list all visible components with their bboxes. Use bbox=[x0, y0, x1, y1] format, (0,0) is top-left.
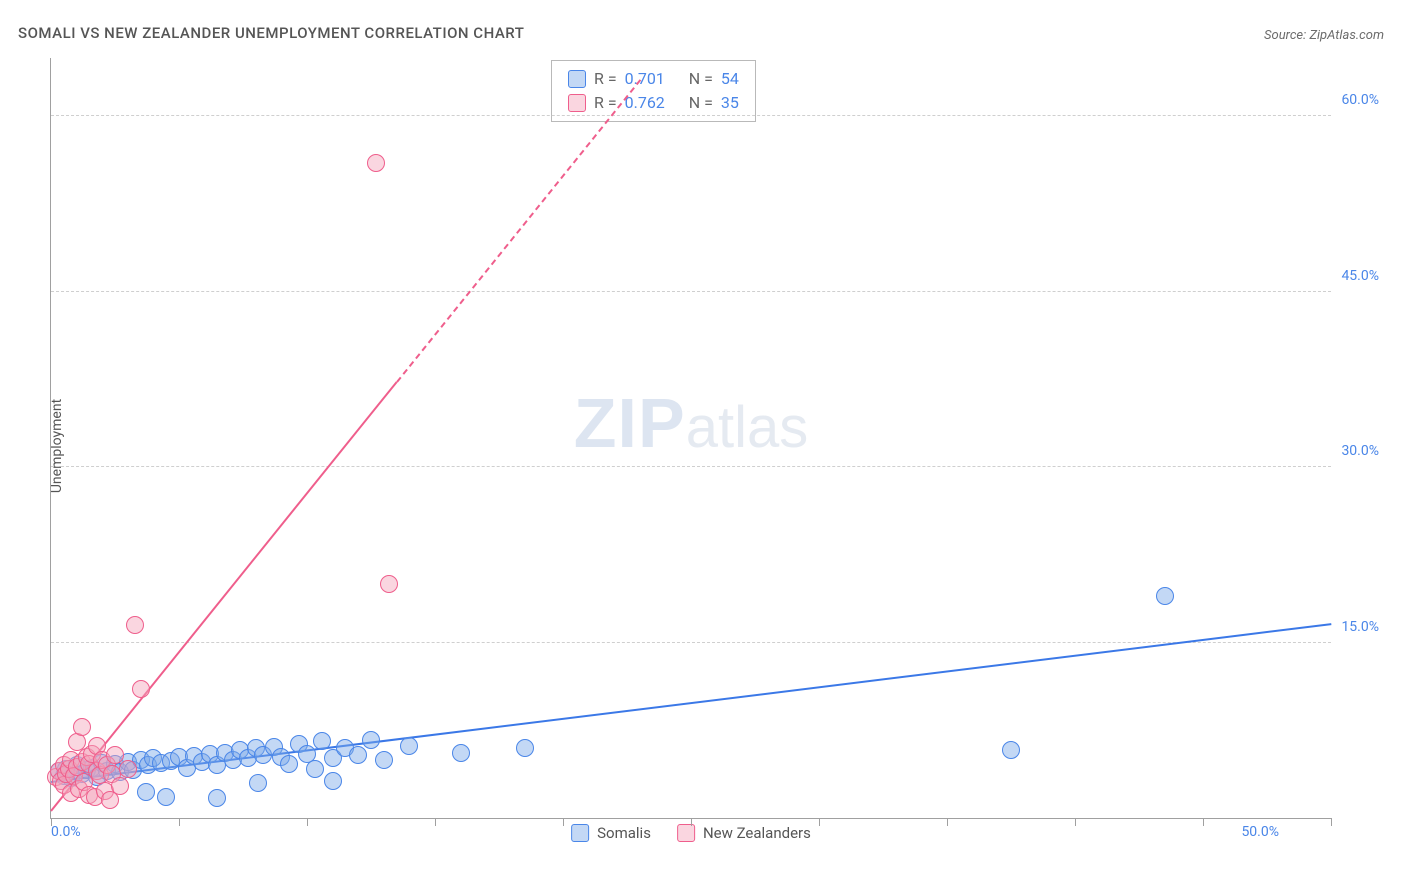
x-tick bbox=[1331, 818, 1332, 826]
scatter-point bbox=[400, 737, 418, 755]
watermark-atlas: atlas bbox=[686, 395, 809, 460]
plot-container: ZIPatlas R = 0.701 N = 54R = 0.762 N = 35 0.… bbox=[50, 58, 1380, 836]
x-tick bbox=[819, 818, 820, 826]
scatter-point bbox=[208, 789, 226, 807]
scatter-point bbox=[126, 616, 144, 634]
legend-swatch bbox=[568, 94, 586, 112]
scatter-point bbox=[1002, 741, 1020, 759]
x-tick bbox=[51, 818, 52, 826]
n-value: 35 bbox=[721, 91, 739, 115]
gridline bbox=[51, 291, 1331, 292]
x-tick bbox=[435, 818, 436, 826]
series-legend: Somalis New Zealanders bbox=[571, 824, 811, 842]
scatter-point bbox=[73, 718, 91, 736]
scatter-point bbox=[452, 744, 470, 762]
scatter-point bbox=[119, 760, 137, 778]
scatter-point bbox=[516, 739, 534, 757]
stats-legend: R = 0.701 N = 54R = 0.762 N = 35 bbox=[551, 60, 756, 122]
watermark: ZIPatlas bbox=[574, 383, 808, 463]
source-name: ZipAtlas.com bbox=[1309, 28, 1384, 43]
y-tick-label: 45.0% bbox=[1341, 268, 1379, 284]
x-tick bbox=[947, 818, 948, 826]
legend-swatch bbox=[571, 824, 589, 842]
y-tick-label: 15.0% bbox=[1341, 619, 1379, 635]
series-legend-item: New Zealanders bbox=[677, 824, 811, 842]
series-legend-label: New Zealanders bbox=[703, 824, 811, 842]
r-value: 0.701 bbox=[625, 67, 665, 91]
x-tick bbox=[307, 818, 308, 826]
y-tick-label: 60.0% bbox=[1341, 92, 1379, 108]
scatter-point bbox=[1156, 587, 1174, 605]
scatter-point bbox=[313, 732, 331, 750]
r-value: 0.762 bbox=[625, 91, 665, 115]
stats-legend-row: R =0.762 N =35 bbox=[568, 91, 739, 115]
scatter-point bbox=[380, 575, 398, 593]
r-label: R = bbox=[594, 67, 617, 91]
gridline bbox=[51, 115, 1331, 116]
source-credit: Source: ZipAtlas.com bbox=[1264, 28, 1384, 43]
plot-area: ZIPatlas R = 0.701 N = 54R = 0.762 N = 35 0.… bbox=[50, 58, 1331, 819]
x-tick bbox=[1203, 818, 1204, 826]
legend-swatch bbox=[568, 70, 586, 88]
scatter-point bbox=[367, 154, 385, 172]
scatter-point bbox=[306, 760, 324, 778]
source-label: Source: bbox=[1264, 28, 1306, 43]
chart-title: SOMALI VS NEW ZEALANDER UNEMPLOYMENT COR… bbox=[18, 24, 524, 42]
x-tick bbox=[563, 818, 564, 826]
scatter-point bbox=[280, 755, 298, 773]
stats-legend-row: R = 0.701 N = 54 bbox=[568, 67, 739, 91]
scatter-point bbox=[375, 751, 393, 769]
series-legend-label: Somalis bbox=[597, 824, 651, 842]
scatter-point bbox=[349, 746, 367, 764]
n-label: N = bbox=[689, 91, 713, 115]
x-axis-max-label: 50.0% bbox=[1241, 824, 1279, 840]
x-axis-min-label: 0.0% bbox=[51, 824, 81, 840]
x-tick bbox=[691, 818, 692, 826]
watermark-zip: ZIP bbox=[574, 384, 686, 462]
gridline bbox=[51, 466, 1331, 467]
scatter-point bbox=[157, 788, 175, 806]
scatter-point bbox=[132, 680, 150, 698]
x-tick bbox=[179, 818, 180, 826]
scatter-point bbox=[111, 777, 129, 795]
scatter-point bbox=[249, 774, 267, 792]
gridline bbox=[51, 642, 1331, 643]
scatter-point bbox=[324, 772, 342, 790]
series-legend-item: Somalis bbox=[571, 824, 651, 842]
n-label: N = bbox=[689, 67, 713, 91]
x-tick bbox=[1075, 818, 1076, 826]
scatter-point bbox=[362, 731, 380, 749]
legend-swatch bbox=[677, 824, 695, 842]
n-value: 54 bbox=[721, 67, 739, 91]
scatter-point bbox=[137, 783, 155, 801]
trend-line bbox=[396, 80, 641, 383]
y-tick-label: 30.0% bbox=[1341, 443, 1379, 459]
